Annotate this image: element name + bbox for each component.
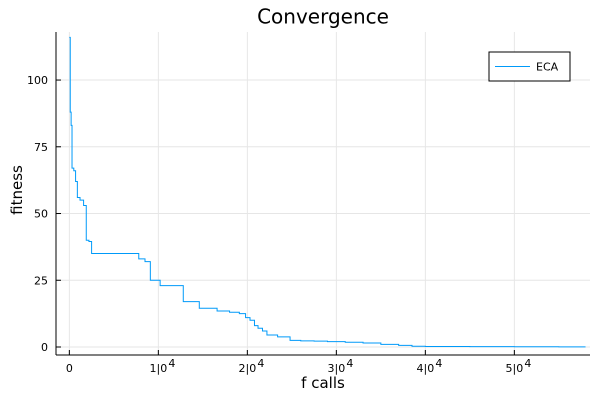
x-axis-label: f calls xyxy=(301,374,345,392)
series-layer xyxy=(69,36,586,348)
x-tick-label-4: 4|0 xyxy=(416,362,434,375)
x-tick-label-3: 3|0 xyxy=(327,362,345,375)
y-tick-label-2: 50 xyxy=(34,208,48,221)
y-axis-label: fitness xyxy=(8,165,26,215)
y-tick-label-4: 100 xyxy=(27,74,48,87)
x-tick-exponent-2: 4 xyxy=(257,357,264,370)
chart-title: Convergence xyxy=(257,5,389,29)
y-tick-label-0: 0 xyxy=(41,341,48,354)
y-tick-label-1: 25 xyxy=(34,274,48,287)
x-tick-exponent-4: 4 xyxy=(435,357,442,370)
legend: ECA xyxy=(488,51,571,82)
x-tick-exponent-3: 4 xyxy=(346,357,353,370)
x-tick-exponent-5: 4 xyxy=(524,357,531,370)
series-line-eca xyxy=(69,36,586,348)
x-tick-exponent-1: 4 xyxy=(168,357,175,370)
y-tick-label-3: 75 xyxy=(34,141,48,154)
legend-label-eca: ECA xyxy=(536,61,559,74)
x-tick-label-1: 1|0 xyxy=(149,362,167,375)
x-tick-label-2: 2|0 xyxy=(238,362,256,375)
x-tick-label-5: 5|0 xyxy=(505,362,523,375)
x-tick-label-0: 0 xyxy=(66,362,73,375)
